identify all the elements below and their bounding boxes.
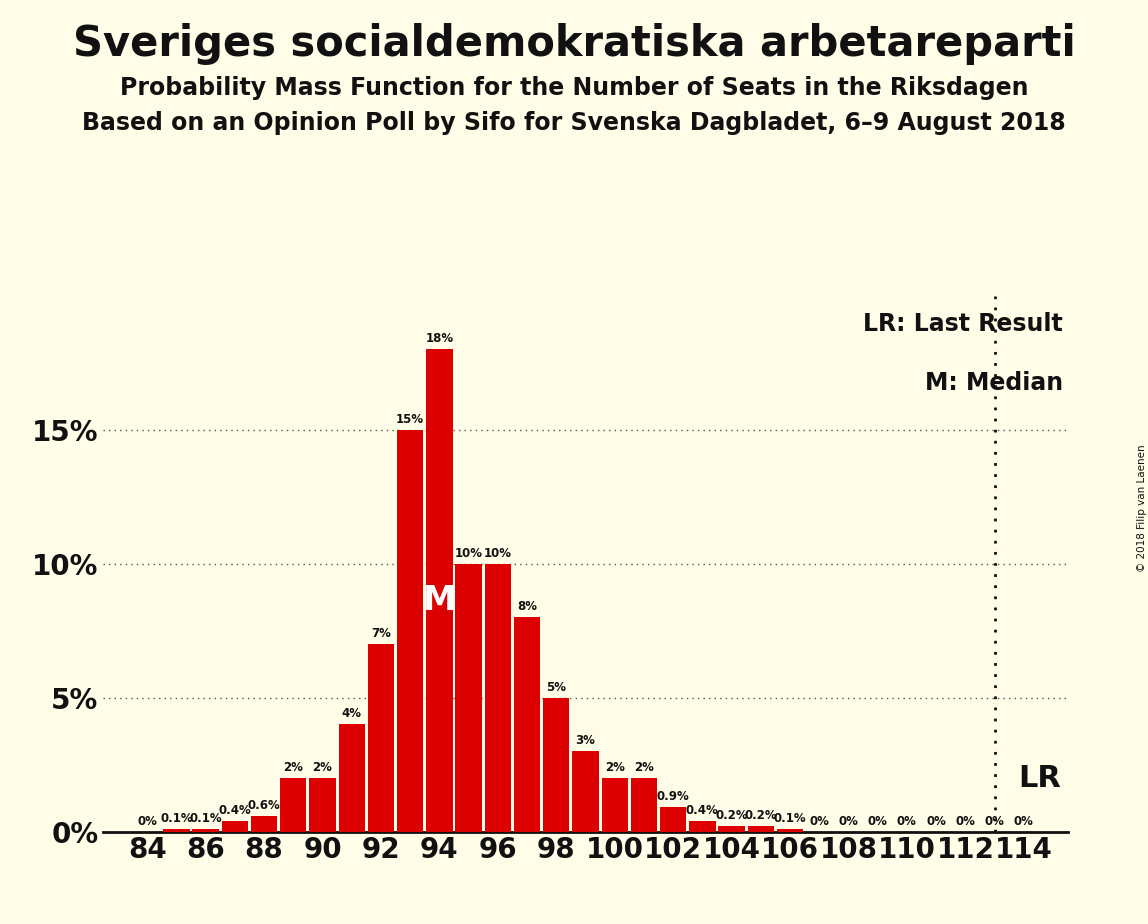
Bar: [747, 826, 774, 832]
Text: 0%: 0%: [809, 815, 829, 828]
Text: 18%: 18%: [425, 333, 453, 346]
Bar: [456, 564, 482, 832]
Text: 0%: 0%: [138, 815, 157, 828]
Text: 3%: 3%: [575, 735, 596, 748]
Text: 0.2%: 0.2%: [745, 809, 777, 822]
Text: 15%: 15%: [396, 413, 425, 426]
Text: 0%: 0%: [897, 815, 917, 828]
Text: 0%: 0%: [868, 815, 887, 828]
Text: 0.2%: 0.2%: [715, 809, 747, 822]
Text: LR: LR: [1018, 763, 1061, 793]
Bar: [193, 829, 219, 832]
Text: 0%: 0%: [838, 815, 859, 828]
Text: 0.1%: 0.1%: [189, 812, 222, 825]
Text: 0%: 0%: [1014, 815, 1033, 828]
Bar: [573, 751, 598, 832]
Text: LR: Last Result: LR: Last Result: [863, 311, 1063, 335]
Bar: [660, 808, 687, 832]
Text: Based on an Opinion Poll by Sifo for Svenska Dagbladet, 6–9 August 2018: Based on an Opinion Poll by Sifo for Sve…: [83, 111, 1065, 135]
Text: 10%: 10%: [483, 547, 512, 560]
Text: M: M: [422, 584, 456, 616]
Text: 8%: 8%: [517, 601, 537, 614]
Bar: [777, 829, 804, 832]
Bar: [339, 724, 365, 832]
Bar: [514, 617, 541, 832]
Bar: [719, 826, 745, 832]
Text: Probability Mass Function for the Number of Seats in the Riksdagen: Probability Mass Function for the Number…: [119, 76, 1029, 100]
Text: 2%: 2%: [605, 761, 625, 774]
Text: Sveriges socialdemokratiska arbetareparti: Sveriges socialdemokratiska arbetarepart…: [72, 23, 1076, 65]
Text: 0%: 0%: [985, 815, 1004, 828]
Text: 7%: 7%: [371, 627, 390, 640]
Text: 0%: 0%: [955, 815, 976, 828]
Bar: [630, 778, 657, 832]
Bar: [484, 564, 511, 832]
Bar: [689, 821, 715, 832]
Text: 0.1%: 0.1%: [160, 812, 193, 825]
Bar: [309, 778, 335, 832]
Text: 0.4%: 0.4%: [687, 804, 719, 817]
Bar: [426, 349, 452, 832]
Bar: [222, 821, 248, 832]
Bar: [367, 644, 394, 832]
Text: 5%: 5%: [546, 681, 566, 694]
Text: 2%: 2%: [634, 761, 654, 774]
Bar: [602, 778, 628, 832]
Text: 0.9%: 0.9%: [657, 790, 690, 804]
Bar: [251, 816, 277, 832]
Bar: [397, 430, 424, 832]
Text: 0.1%: 0.1%: [774, 812, 806, 825]
Text: 0%: 0%: [926, 815, 946, 828]
Bar: [280, 778, 307, 832]
Bar: [163, 829, 189, 832]
Text: 10%: 10%: [455, 547, 482, 560]
Text: 0.4%: 0.4%: [218, 804, 251, 817]
Text: 0.6%: 0.6%: [248, 798, 280, 811]
Text: 2%: 2%: [284, 761, 303, 774]
Text: M: Median: M: Median: [924, 371, 1063, 395]
Bar: [543, 698, 569, 832]
Text: 4%: 4%: [342, 708, 362, 721]
Text: 2%: 2%: [312, 761, 333, 774]
Text: © 2018 Filip van Laenen: © 2018 Filip van Laenen: [1138, 444, 1147, 572]
